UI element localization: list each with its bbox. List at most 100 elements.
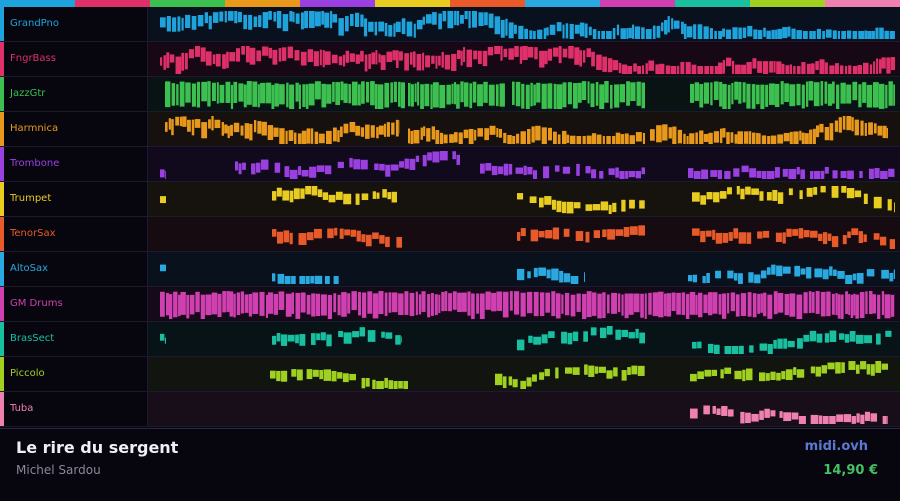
note — [735, 65, 741, 74]
track-label[interactable]: AltoSax — [0, 252, 148, 286]
note — [648, 293, 652, 315]
note — [874, 197, 882, 208]
note — [504, 164, 508, 176]
note — [217, 82, 219, 103]
note — [545, 293, 550, 313]
note — [874, 168, 879, 178]
track-row[interactable]: BrasSect — [0, 322, 900, 357]
note — [814, 82, 820, 106]
track-row[interactable]: Trumpet — [0, 182, 900, 217]
note — [548, 49, 552, 61]
note — [790, 64, 792, 74]
note — [813, 31, 816, 39]
note — [629, 200, 635, 209]
track-label[interactable]: GrandPno — [0, 7, 148, 41]
track-label[interactable]: BrasSect — [0, 322, 148, 356]
note — [500, 83, 505, 106]
track-row[interactable]: FngrBass — [0, 42, 900, 77]
note — [295, 293, 300, 319]
site-link[interactable]: midi.ovh — [805, 439, 868, 454]
track-label[interactable]: FngrBass — [0, 42, 148, 76]
note — [619, 63, 622, 73]
note — [281, 334, 287, 346]
note — [655, 64, 659, 74]
note — [723, 60, 725, 74]
note — [504, 49, 508, 57]
note — [835, 121, 838, 132]
track-color-strip — [0, 7, 4, 41]
note — [789, 84, 795, 106]
note — [598, 31, 600, 39]
note — [855, 295, 859, 319]
note — [585, 24, 588, 38]
note — [219, 12, 223, 22]
track-label[interactable]: Trombone — [0, 147, 148, 181]
note — [856, 335, 864, 344]
note — [435, 130, 439, 144]
note — [784, 83, 789, 102]
note — [719, 294, 722, 315]
note — [392, 50, 395, 60]
note — [606, 31, 612, 39]
note — [266, 295, 268, 318]
note — [488, 47, 493, 55]
note — [426, 14, 432, 23]
note — [340, 127, 343, 137]
note — [635, 26, 640, 39]
note — [784, 133, 790, 141]
note — [864, 194, 868, 204]
note — [722, 293, 726, 318]
track-label[interactable]: Tuba — [0, 392, 148, 426]
track-row[interactable]: Tuba — [0, 392, 900, 427]
note — [366, 235, 372, 247]
note — [216, 54, 221, 67]
note — [419, 294, 421, 314]
note — [375, 50, 377, 64]
note — [290, 191, 294, 203]
note — [851, 228, 858, 235]
note — [285, 166, 290, 177]
note — [712, 230, 715, 240]
note — [704, 26, 709, 39]
note — [514, 25, 517, 34]
note — [165, 122, 168, 132]
note — [583, 331, 588, 341]
note — [439, 85, 445, 108]
track-row[interactable]: GrandPno — [0, 7, 900, 42]
note — [791, 29, 795, 39]
track-row[interactable]: AltoSax — [0, 252, 900, 287]
track-row[interactable]: GM Drums — [0, 287, 900, 322]
note — [182, 116, 186, 126]
track-label[interactable]: Trumpet — [0, 182, 148, 216]
note — [405, 159, 409, 169]
note — [592, 133, 596, 144]
note — [547, 269, 551, 278]
track-row[interactable]: Piccolo — [0, 357, 900, 392]
note — [859, 171, 862, 178]
track-row[interactable]: Trombone — [0, 147, 900, 182]
note — [384, 83, 389, 108]
track-label[interactable]: Piccolo — [0, 357, 148, 391]
note — [160, 265, 166, 272]
note — [316, 333, 320, 340]
track-label[interactable]: TenorSax — [0, 217, 148, 251]
note — [894, 202, 895, 212]
track-row[interactable]: JazzGtr — [0, 77, 900, 112]
note — [364, 18, 367, 36]
track-label[interactable]: GM Drums — [0, 287, 148, 321]
note — [378, 84, 384, 109]
track-label[interactable]: Harmnica — [0, 112, 148, 146]
note — [692, 342, 697, 349]
note — [775, 167, 780, 178]
note — [277, 232, 283, 244]
note — [664, 20, 667, 34]
note — [379, 126, 384, 135]
note — [472, 11, 477, 28]
note — [734, 82, 738, 100]
track-row[interactable]: Harmnica — [0, 112, 900, 147]
note — [268, 125, 273, 140]
track-label[interactable]: JazzGtr — [0, 77, 148, 111]
track-row[interactable]: TenorSax — [0, 217, 900, 252]
note — [192, 16, 197, 30]
note — [700, 195, 706, 204]
